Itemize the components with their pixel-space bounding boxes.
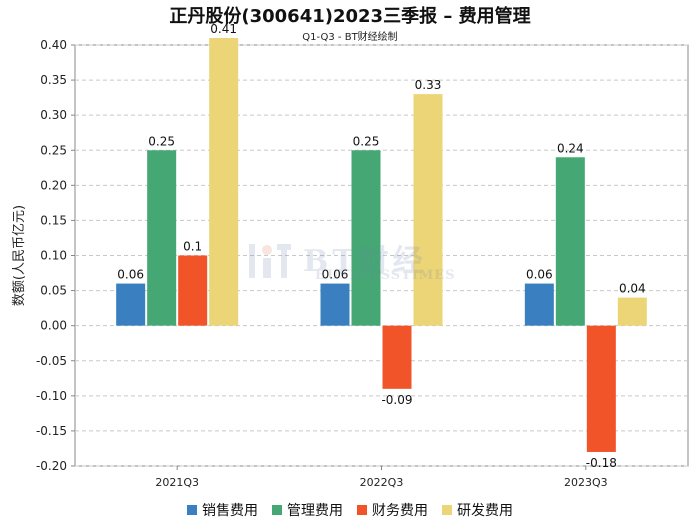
bar [382, 325, 412, 389]
y-tick-label: 0.15 [40, 213, 67, 227]
data-label: 0.06 [526, 268, 553, 282]
y-tick-label: -0.10 [36, 389, 67, 403]
bar [320, 283, 350, 326]
bar-chart: 0.40 0.35 0.30 0.25 0.20 0.15 0.10 0.05 0.00 -0.0… [12, 22, 689, 489]
axis-layer: 0.40 0.35 0.30 0.25 0.20 0.15 0.10 0.05 0.00 -0.0… [12, 38, 608, 489]
chart-legend: 销售费用 管理费用 财务费用 研发费用 [0, 500, 700, 520]
y-tick-label: -0.05 [36, 354, 67, 368]
y-tick-label: -0.20 [36, 459, 67, 473]
legend-swatch [272, 505, 282, 515]
data-label: 0.04 [619, 282, 646, 296]
legend-swatch [442, 505, 452, 515]
bar [586, 325, 616, 452]
legend-item: 研发费用 [442, 500, 513, 520]
x-tick-label: 2022Q3 [360, 476, 404, 489]
y-tick-label: 0.20 [40, 178, 67, 192]
data-label: 0.06 [322, 268, 349, 282]
y-tick-label: 0.05 [40, 284, 67, 298]
y-axis-label: 数额(人民币亿元) [12, 205, 27, 306]
legend-label: 研发费用 [457, 503, 513, 519]
bar [413, 94, 443, 326]
bar [555, 157, 585, 326]
bar [524, 283, 554, 326]
data-label: -0.09 [381, 393, 412, 407]
bar [209, 37, 239, 326]
data-label: -0.18 [586, 456, 617, 470]
data-label: 0.33 [415, 78, 442, 92]
x-tick-label: 2023Q3 [564, 476, 608, 489]
y-tick-label: -0.15 [36, 424, 67, 438]
data-label: 0.41 [210, 22, 237, 36]
y-tick-label: 0.00 [40, 319, 67, 333]
data-label: 0.1 [183, 240, 202, 254]
legend-item: 管理费用 [272, 500, 343, 520]
bar [351, 150, 381, 326]
data-label: 0.25 [148, 134, 175, 148]
label-layer: 0.06 0.25 0.1 0.41 0.06 0.25 -0.09 0.33 0.06 0.24… [117, 22, 645, 470]
y-tick-label: 0.35 [40, 73, 67, 87]
y-tick-label: 0.10 [40, 249, 67, 263]
y-tick-label: 0.30 [40, 108, 67, 122]
bar [116, 283, 146, 326]
y-tick-label: 0.25 [40, 143, 67, 157]
bar [617, 297, 647, 326]
data-label: 0.06 [117, 268, 144, 282]
legend-swatch [357, 505, 367, 515]
bar-layer [116, 37, 647, 452]
legend-swatch [187, 505, 197, 515]
data-label: 0.24 [557, 141, 584, 155]
y-tick-label: 0.40 [40, 38, 67, 52]
bar [147, 150, 177, 326]
legend-item: 销售费用 [187, 500, 258, 520]
x-tick-label: 2021Q3 [155, 476, 199, 489]
data-label: 0.25 [353, 134, 380, 148]
chart-title: 正丹股份(300641)2023三季报 – 费用管理 [169, 6, 531, 27]
legend-label: 销售费用 [202, 503, 258, 519]
legend-item: 财务费用 [357, 500, 428, 520]
legend-label: 财务费用 [372, 503, 428, 519]
bar [178, 255, 208, 326]
chart-subtitle: Q1-Q3 - BT财经绘制 [302, 32, 398, 43]
legend-label: 管理费用 [287, 503, 343, 519]
